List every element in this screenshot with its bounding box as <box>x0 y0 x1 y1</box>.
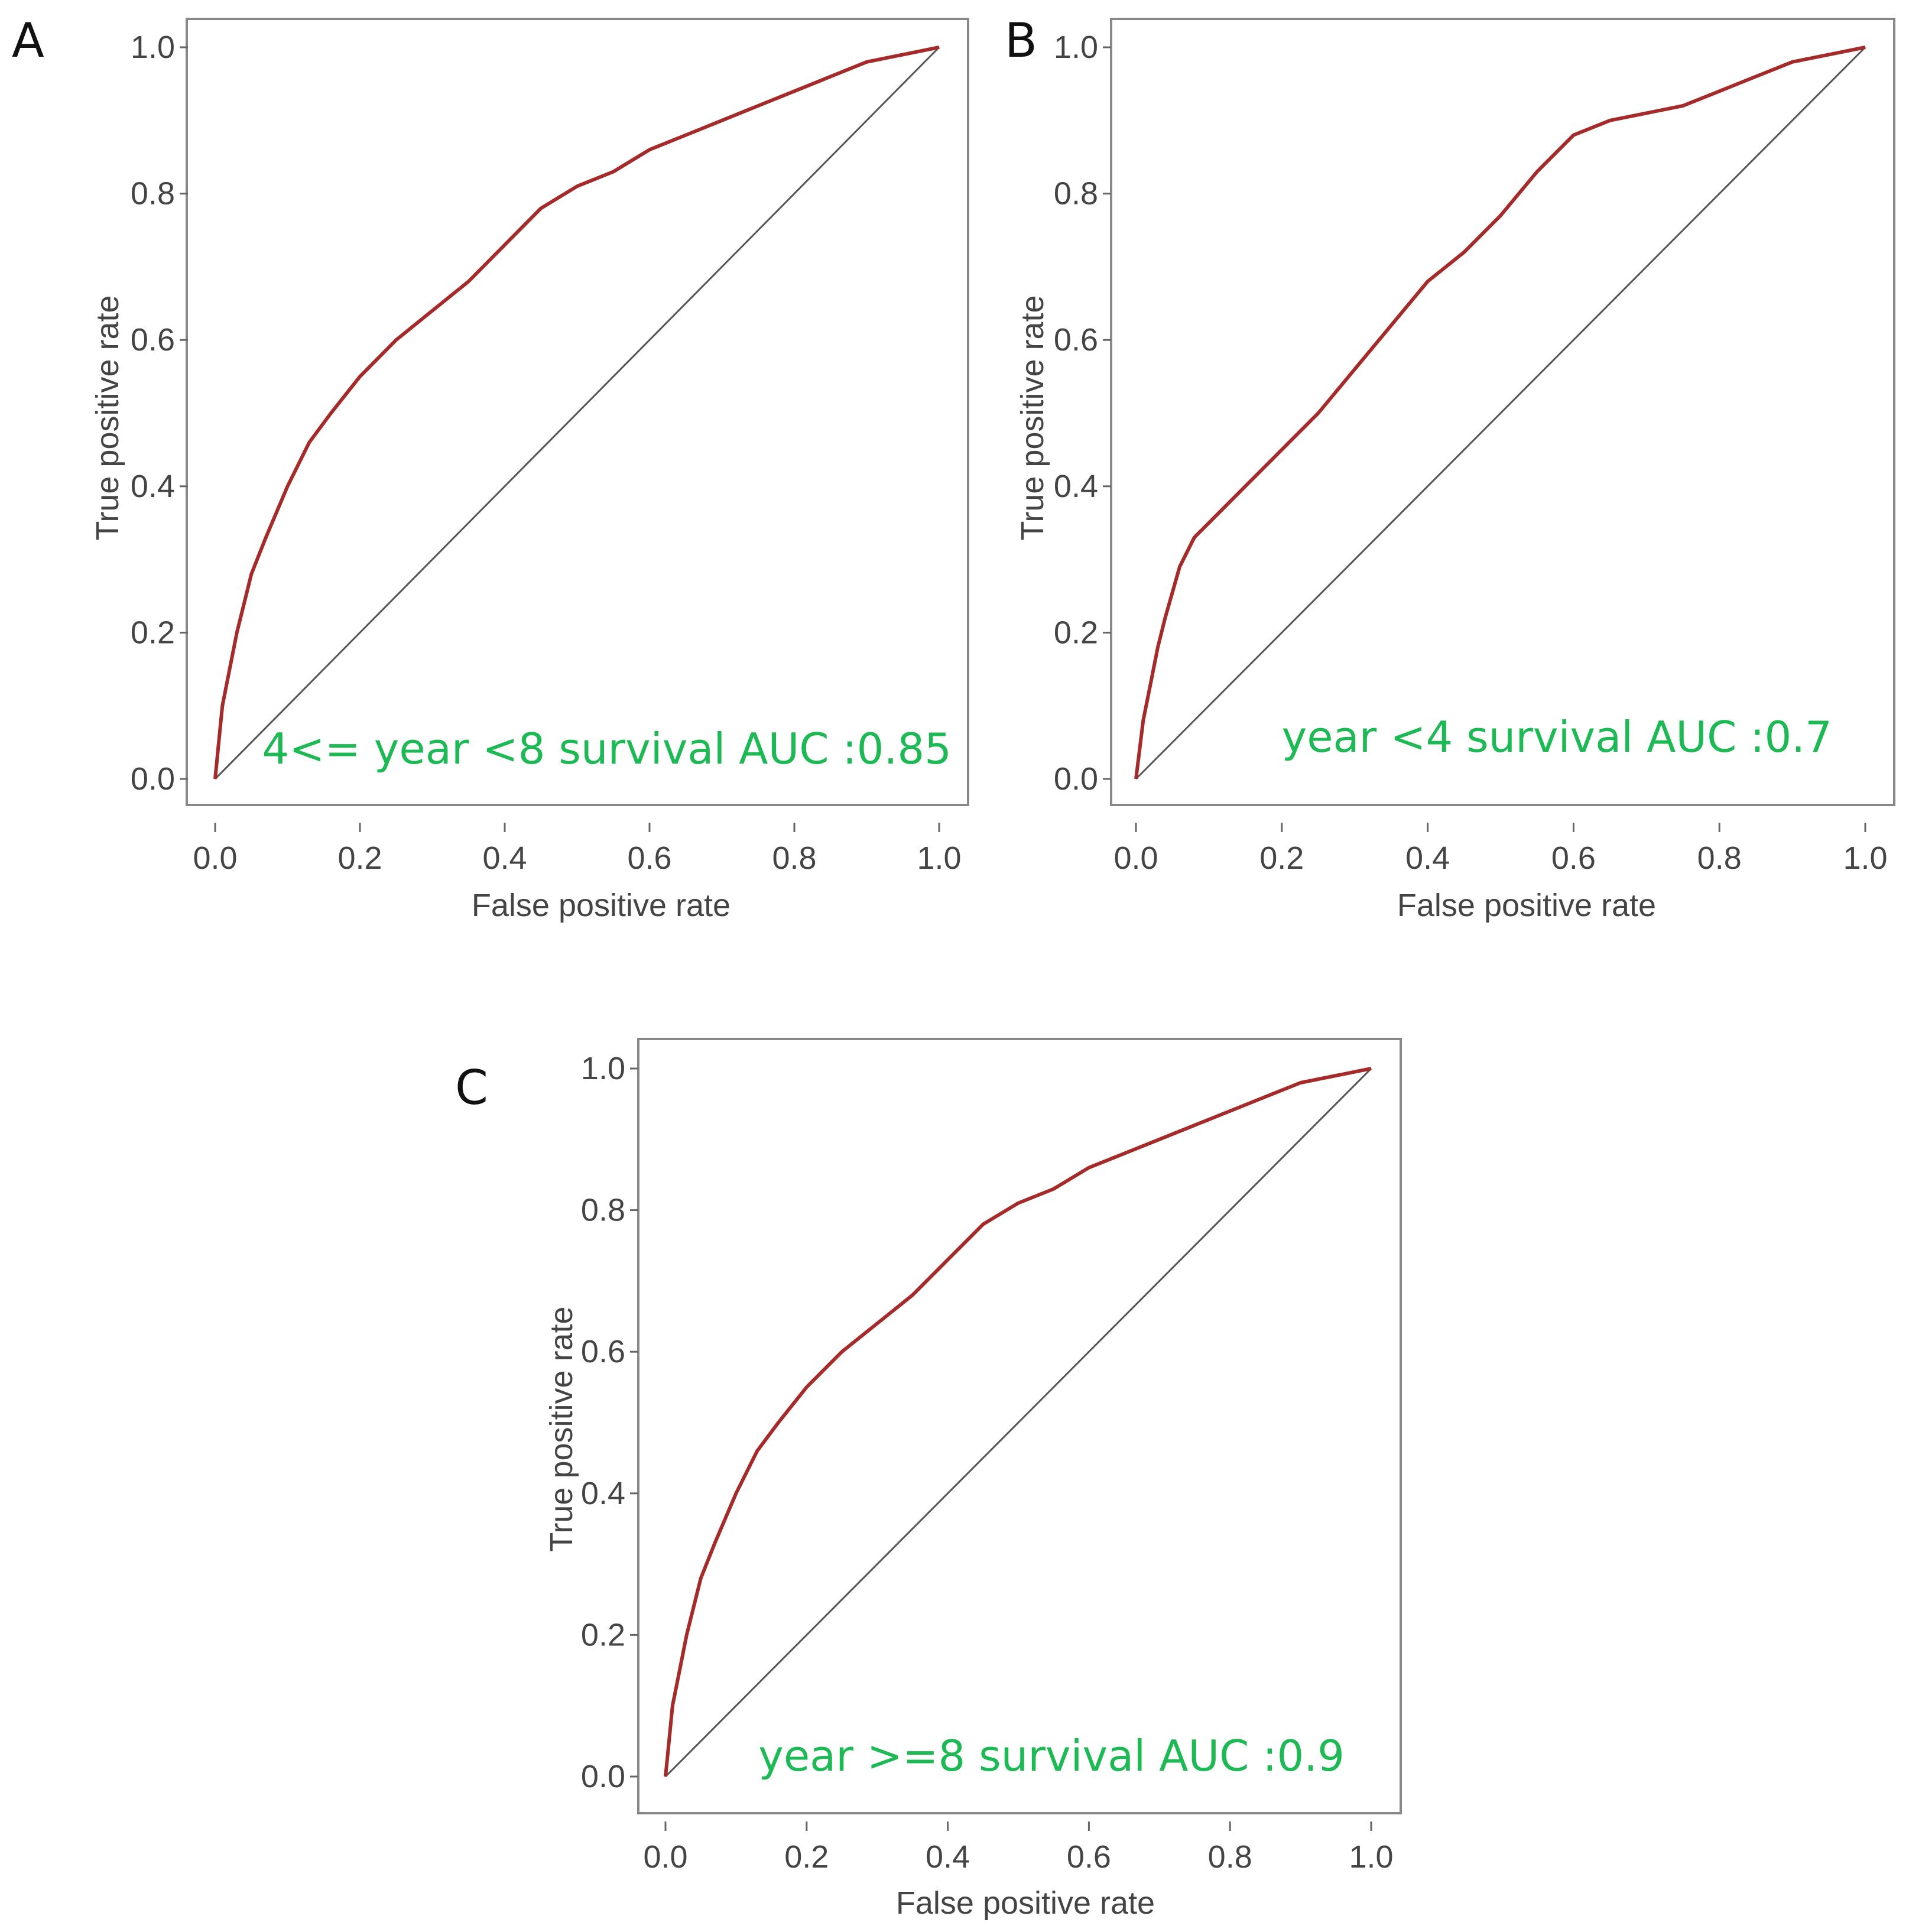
x-tick-label: 0.2 <box>337 840 382 876</box>
y-tick-label: 0.4 <box>581 1476 625 1511</box>
y-tick-label: 1.0 <box>1054 30 1098 65</box>
x-tick-label: 0.2 <box>784 1839 829 1875</box>
y-tick-label: 1.0 <box>581 1051 625 1086</box>
x-tick-label: 0.0 <box>1113 840 1158 876</box>
y-tick-label: 0.8 <box>1054 176 1098 212</box>
x-tick-label: 1.0 <box>917 840 961 876</box>
x-tick-label: 0.8 <box>1208 1839 1252 1875</box>
y-tick-labels: 0.0 0.2 0.4 0.6 0.8 1.0 <box>581 1051 625 1794</box>
y-axis-title: True positive rate <box>544 1306 579 1551</box>
x-tick-label: 0.4 <box>482 840 527 876</box>
y-tick-label: 1.0 <box>131 30 175 65</box>
plot-frame <box>186 18 969 806</box>
x-tick-label: 1.0 <box>1843 840 1887 876</box>
x-tick-label: 0.6 <box>1067 1839 1111 1875</box>
x-tick-label: 0.0 <box>643 1839 687 1875</box>
x-tick-labels: 0.0 0.2 0.4 0.6 0.8 1.0 <box>643 1839 1393 1875</box>
panel-a: A 0.0 0.2 0.4 0.6 0.8 1.0 0.0 0.2 0.4 0.… <box>12 13 969 923</box>
auc-annotation: year <4 survival AUC :0.7 <box>1282 712 1832 762</box>
axes-ticks <box>1103 46 1866 832</box>
y-tick-label: 0.4 <box>1054 469 1098 504</box>
y-tick-label: 0.0 <box>581 1759 625 1794</box>
x-tick-label: 0.8 <box>772 840 816 876</box>
x-tick-label: 0.6 <box>627 840 671 876</box>
panel-label-c: C <box>455 1060 488 1115</box>
y-tick-labels: 0.0 0.2 0.4 0.6 0.8 1.0 <box>1054 30 1098 797</box>
y-tick-label: 0.6 <box>131 322 175 358</box>
panel-label-a: A <box>12 13 44 68</box>
y-tick-label: 0.6 <box>1054 322 1098 358</box>
x-tick-label: 0.0 <box>193 840 237 876</box>
x-tick-label: 1.0 <box>1349 1839 1393 1875</box>
y-axis-title: True positive rate <box>90 295 125 540</box>
plot-frame <box>637 1038 1402 1814</box>
auc-annotation: year >=8 survival AUC :0.9 <box>758 1731 1345 1781</box>
x-tick-label: 0.6 <box>1551 840 1596 876</box>
diagonal-reference-line <box>664 1067 1372 1778</box>
axes-ticks <box>180 46 940 832</box>
y-tick-label: 0.2 <box>581 1617 625 1652</box>
x-axis-title: False positive rate <box>472 888 731 923</box>
x-axis-title: False positive rate <box>1397 888 1656 923</box>
y-tick-label: 0.0 <box>131 761 175 797</box>
panel-b: B 0.0 0.2 0.4 0.6 0.8 1.0 0.0 0.2 0.4 0.… <box>1005 13 1895 923</box>
y-tick-labels: 0.0 0.2 0.4 0.6 0.8 1.0 <box>131 30 175 797</box>
diagonal-reference-line <box>214 46 940 780</box>
x-tick-label: 0.4 <box>926 1839 970 1875</box>
x-tick-labels: 0.0 0.2 0.4 0.6 0.8 1.0 <box>193 840 961 876</box>
y-tick-label: 0.0 <box>1054 761 1098 797</box>
y-axis-title: True positive rate <box>1015 295 1050 540</box>
axes-ticks <box>630 1067 1372 1831</box>
y-tick-label: 0.2 <box>131 615 175 650</box>
x-axis-title: False positive rate <box>896 1885 1155 1921</box>
panel-label-b: B <box>1005 13 1037 68</box>
x-tick-label: 0.8 <box>1697 840 1742 876</box>
y-tick-label: 0.2 <box>1054 615 1098 650</box>
diagonal-reference-line <box>1135 46 1866 780</box>
y-tick-label: 0.4 <box>131 469 175 504</box>
x-tick-labels: 0.0 0.2 0.4 0.6 0.8 1.0 <box>1113 840 1887 876</box>
x-tick-label: 0.2 <box>1259 840 1304 876</box>
roc-curve <box>213 46 940 780</box>
y-tick-label: 0.6 <box>581 1334 625 1369</box>
panel-c: C 0.0 0.2 0.4 0.6 0.8 1.0 0.0 0.2 0.4 0.… <box>455 1038 1402 1921</box>
y-tick-label: 0.8 <box>131 176 175 212</box>
auc-annotation: 4<= year <8 survival AUC :0.85 <box>262 724 952 774</box>
plot-frame <box>1110 18 1895 806</box>
roc-curve <box>664 1067 1372 1777</box>
roc-curve <box>1134 46 1866 780</box>
x-tick-label: 0.4 <box>1405 840 1450 876</box>
y-tick-label: 0.8 <box>581 1193 625 1228</box>
